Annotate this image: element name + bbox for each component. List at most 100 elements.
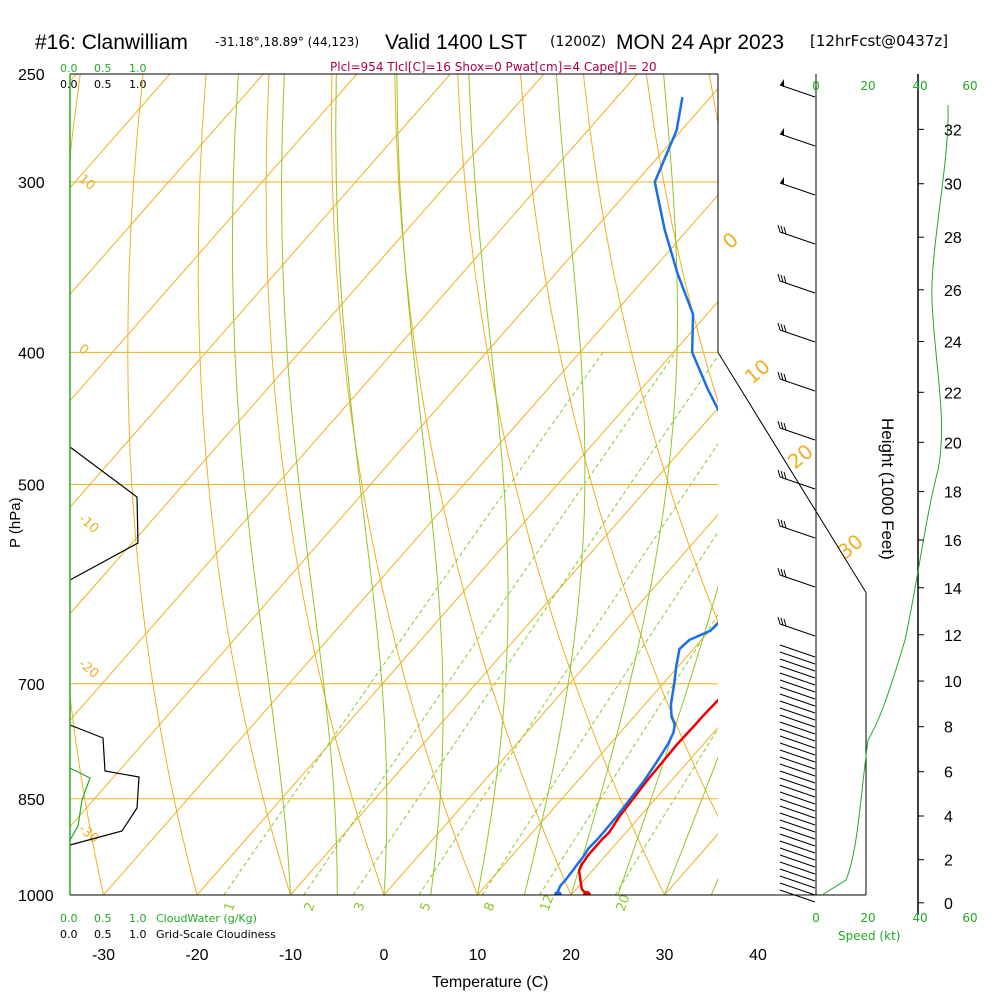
plot-frame — [69, 73, 919, 915]
height-axis-label: Height (1000 Feet) — [878, 418, 897, 560]
station-coords: -31.18°,18.89° (44,123) — [215, 35, 359, 49]
isotherm-line — [852, 74, 1000, 895]
cloudiness-profile — [69, 446, 140, 846]
wind-barb-feather — [780, 225, 784, 234]
height-tick-label: 14 — [944, 581, 962, 598]
wind-barb — [779, 672, 816, 686]
mixing-ratio-value-label: 20 — [614, 893, 634, 914]
cloudwater-tick-bottom-0: 0.0 — [60, 912, 78, 925]
wind-barb — [779, 686, 816, 700]
dry-adiabat-line — [520, 74, 718, 818]
cloud-scale-bottom: 0.0 0.5 1.0 CloudWater (g/Kg) 0.0 0.5 1.… — [60, 912, 276, 941]
wind-barb — [779, 756, 816, 770]
height-tick-label: 0 — [944, 896, 953, 913]
wind-barb — [779, 623, 816, 637]
wind-barb — [779, 693, 816, 707]
pressure-tick-label: 250 — [18, 67, 45, 84]
wind-barb-feather — [777, 371, 781, 380]
wind-barb — [779, 182, 816, 196]
wind-barb — [779, 812, 816, 826]
wind-barb — [779, 868, 816, 882]
height-tick-label: 2 — [944, 853, 953, 870]
wind-barb — [779, 805, 816, 819]
wind-barb — [779, 231, 816, 245]
background-lines — [70, 74, 1000, 895]
isotherm-value-label: 0 — [75, 342, 91, 359]
wind-barb-feather — [783, 226, 787, 235]
speed-tick-bottom: 20 — [860, 911, 875, 925]
pressure-axis-label: P (hPa) — [7, 497, 24, 548]
isotherm-line — [477, 620, 718, 895]
wind-barb — [779, 658, 816, 672]
cloudiness-tick-top-0: 0.0 — [60, 78, 78, 91]
speed-tick-top: 40 — [912, 79, 927, 93]
station-title: #16: Clanwilliam — [35, 31, 188, 54]
pressure-axis: 250 300 400 500 700 850 1000 — [18, 67, 54, 905]
moist-adiabat-line — [664, 755, 718, 895]
wind-barb-flag — [780, 128, 784, 136]
wind-barb-feather — [777, 469, 781, 478]
cloudwater-tick-bottom-1: 0.5 — [94, 912, 112, 925]
pressure-tick-label: 300 — [18, 175, 45, 192]
indices-line: Plcl=954 Tlcl[C]=16 Shox=0 Pwat[cm]=4 Ca… — [330, 60, 657, 74]
height-tick-label: 28 — [944, 230, 962, 247]
wind-barb-feather — [780, 519, 784, 528]
pressure-tick-label: 400 — [18, 345, 45, 362]
height-tick-label: 12 — [944, 628, 962, 645]
moist-adiabat-line — [523, 74, 586, 895]
cloudiness-tick-bottom-0: 0.0 — [60, 928, 78, 941]
dry-adiabat-line — [457, 74, 665, 895]
wind-speed-line — [821, 104, 949, 896]
wind-barb — [779, 889, 816, 903]
mixing-ratio-value-label: 5 — [418, 900, 435, 913]
wind-barb-feather — [777, 567, 781, 576]
isotherm-line — [70, 74, 358, 402]
wind-barb — [779, 700, 816, 714]
dewpoint-trace — [556, 96, 718, 895]
moist-adiabat-line — [231, 74, 291, 895]
wind-barb — [779, 791, 816, 805]
cloudiness-lower-line — [69, 724, 140, 846]
wind-barb-feather — [783, 373, 787, 382]
wind-barb — [779, 476, 816, 490]
wind-barb — [779, 798, 816, 812]
cloudwater-tick-bottom-2: 1.0 — [129, 912, 147, 925]
mixing-ratio-labels: 1 2 3 5 8 12 20 — [222, 893, 634, 914]
wind-barb — [779, 427, 816, 441]
wind-barb-feather — [780, 421, 784, 430]
cloudiness-label: Grid-Scale Cloudiness — [156, 928, 276, 941]
wind-barb — [779, 735, 816, 749]
height-tick-label: 20 — [944, 435, 962, 452]
temperature-tick-label: -10 — [279, 947, 302, 964]
pressure-tick-label: 700 — [18, 677, 45, 694]
pressure-tick-label: 500 — [18, 478, 45, 495]
temperature-tick-label: 0 — [380, 947, 389, 964]
wind-barb — [779, 882, 816, 896]
wind-barb — [779, 847, 816, 861]
wind-barb-feather — [777, 616, 781, 625]
dry-adiabat-line — [330, 74, 478, 895]
dry-adiabat-line — [394, 74, 572, 895]
dry-adiabat-line — [265, 74, 385, 895]
wind-barb-feather — [783, 422, 787, 431]
dry-adiabat-line — [70, 74, 104, 895]
cloud-scale-top: 0.0 0.5 1.0 0.0 0.5 1.0 — [60, 62, 147, 91]
wind-barb-feather — [783, 569, 787, 578]
speed-tick-bottom: 60 — [962, 911, 977, 925]
mixing-ratio-value-label: 12 — [538, 893, 558, 914]
moist-adiabat-line — [396, 74, 444, 895]
utc-time: (1200Z) — [550, 34, 606, 50]
wind-barb — [779, 826, 816, 840]
height-tick-label: 32 — [944, 122, 962, 139]
mixing-ratio-line — [539, 613, 718, 895]
cloudiness-upper-line — [69, 446, 139, 581]
wind-barb — [779, 833, 816, 847]
wind-barb — [779, 770, 816, 784]
forecast-date: MON 24 Apr 2023 — [616, 31, 784, 54]
mixing-ratio-value-label: 2 — [302, 900, 319, 913]
wind-barb-feather — [783, 520, 787, 529]
wind-barb — [779, 329, 816, 343]
temperature-tick-label: 20 — [562, 947, 580, 964]
